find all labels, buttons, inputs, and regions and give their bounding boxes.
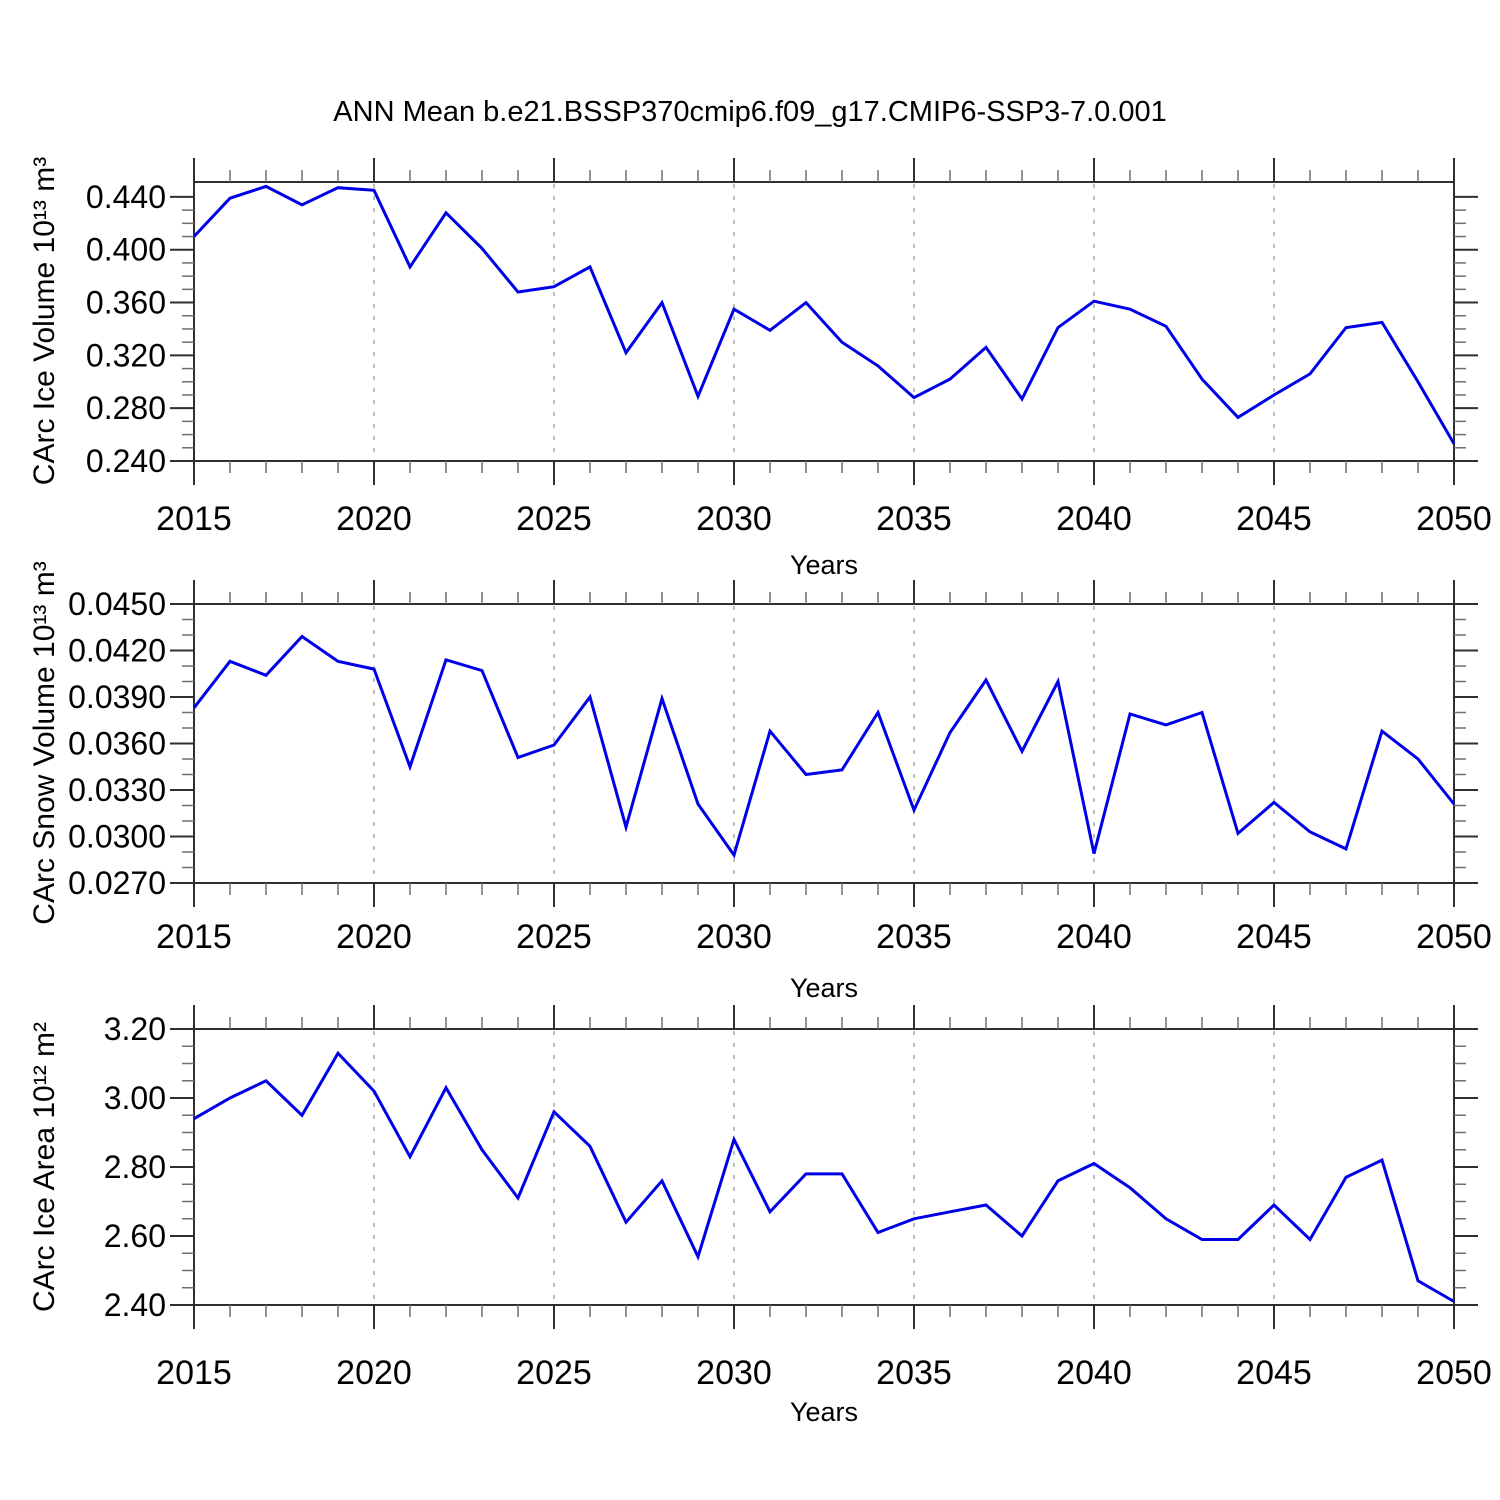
y-tick-label: 0.280 <box>86 390 166 426</box>
y-tick-label: 0.320 <box>86 337 166 373</box>
x-tick-label: 2020 <box>336 500 412 538</box>
y-tick-label: 3.20 <box>104 1011 166 1047</box>
y-tick-label: 2.80 <box>104 1149 166 1185</box>
x-tick-label: 2050 <box>1416 1354 1492 1392</box>
data-line-snow-volume <box>192 634 1456 859</box>
y-tick-label: 2.60 <box>104 1218 166 1254</box>
x-tick-label: 2020 <box>336 1354 412 1392</box>
y-tick-label: 0.0420 <box>68 633 166 669</box>
y-tick-label: 0.360 <box>86 285 166 321</box>
x-tick-label: 2030 <box>696 918 772 956</box>
plot-frame <box>193 603 1455 884</box>
x-tick-label: 2025 <box>516 500 592 538</box>
x-tick-label: 2050 <box>1416 500 1492 538</box>
x-axis-title-panel2: Years <box>789 973 859 1003</box>
x-tick-label: 2015 <box>156 500 232 538</box>
x-tick-label: 2045 <box>1236 918 1312 956</box>
data-line-ice-area <box>193 1050 1455 1303</box>
x-tick-label: 2045 <box>1236 500 1312 538</box>
y-tick-label: 0.440 <box>86 179 166 215</box>
x-tick-label: 2020 <box>336 918 412 956</box>
data-line-ice-volume <box>192 184 1456 445</box>
y-tick-label: 0.0360 <box>68 726 166 762</box>
x-tick-label: 2040 <box>1056 1354 1132 1392</box>
x-tick-label: 2040 <box>1056 500 1132 538</box>
x-axis-title-panel1: Years <box>789 550 859 580</box>
panel-ice-volume: 0.240 0.280 0.320 0.360 0.400 0.440 2015 2020 20… <box>86 158 1492 538</box>
figure-title: ANN Mean b.e21.BSSP370cmip6.f09_g17.CMIP… <box>333 96 1167 128</box>
y-axis-title-snow-volume: CArc Snow Volume 10¹³ m³ <box>28 561 61 925</box>
y-tick-label: 0.0390 <box>68 679 166 715</box>
plot-frame <box>193 181 1455 462</box>
y-tick-label: 0.0270 <box>68 865 166 901</box>
y-tick-label: 2.40 <box>104 1287 166 1323</box>
x-tick-label: 2025 <box>516 1354 592 1392</box>
x-tick-label: 2045 <box>1236 1354 1312 1392</box>
x-tick-label: 2035 <box>876 1354 952 1392</box>
x-tick-label: 2050 <box>1416 918 1492 956</box>
x-axis-title-panel3: Years <box>789 1397 859 1427</box>
y-tick-label: 0.0300 <box>68 819 166 855</box>
x-tick-label: 2030 <box>696 1354 772 1392</box>
x-tick-label: 2030 <box>696 500 772 538</box>
x-tick-label: 2015 <box>156 1354 232 1392</box>
y-axis-title-ice-area: CArc Ice Area 10¹² m² <box>28 1021 61 1313</box>
y-tick-label: 0.0330 <box>68 772 166 808</box>
plot-frame <box>193 1028 1455 1306</box>
y-tick-label: 0.400 <box>86 232 166 268</box>
x-tick-label: 2035 <box>876 918 952 956</box>
panel-ice-area: 2.40 2.60 2.80 3.00 3.20 2015 2020 2025 2030 2035… <box>104 1005 1492 1392</box>
x-tick-label: 2025 <box>516 918 592 956</box>
y-tick-label: 0.240 <box>86 443 166 479</box>
x-tick-label: 2040 <box>1056 918 1132 956</box>
x-tick-label: 2015 <box>156 918 232 956</box>
x-tick-label: 2035 <box>876 500 952 538</box>
y-axis-title-ice-volume: CArc Ice Volume 10¹³ m³ <box>28 156 61 486</box>
y-tick-label: 3.00 <box>104 1080 166 1116</box>
y-tick-label: 0.0450 <box>68 586 166 622</box>
panel-snow-volume: 0.0270 0.0300 0.0330 0.0360 0.0390 0.0420 0.04… <box>68 580 1492 956</box>
